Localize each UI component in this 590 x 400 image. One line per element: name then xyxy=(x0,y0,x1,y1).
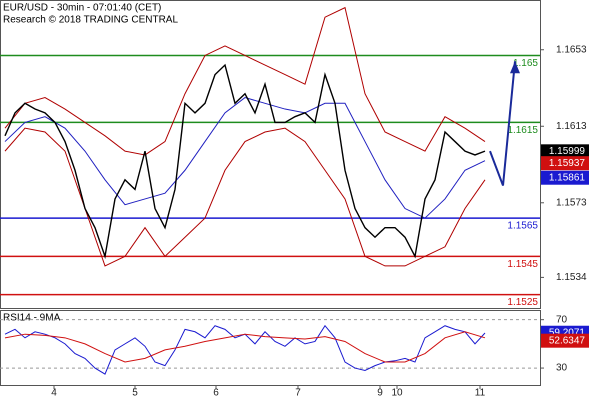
price-tag xyxy=(541,333,589,348)
price-tag-label: 1.15937 xyxy=(549,158,586,169)
chart-title: EUR/USD - 30min - 07:01:40 (CET) xyxy=(3,3,161,14)
x-tick-label: 4 xyxy=(51,388,57,399)
panel-title: RSI14 - 9MA xyxy=(3,313,61,324)
price-tag-label: 59.2071 xyxy=(549,327,586,338)
y-tick-label: 1.1613 xyxy=(556,121,587,132)
arrow-head xyxy=(510,61,520,74)
x-tick-label: 11 xyxy=(475,388,486,399)
level-label: 1.1545 xyxy=(507,259,538,270)
chart-subtitle: Research © 2018 TRADING CENTRAL xyxy=(3,15,178,26)
level-label: 1.1565 xyxy=(507,221,538,232)
y-tick-label: 1.1653 xyxy=(556,44,587,55)
y-tick-label: 70 xyxy=(556,314,568,325)
x-tick-label: 5 xyxy=(132,388,138,399)
x-tick-label: 7 xyxy=(295,388,301,399)
rsi-panel xyxy=(0,310,541,386)
price-tag-label: 1.15861 xyxy=(549,172,586,183)
x-tick-label: 9 xyxy=(377,388,383,399)
price-panel xyxy=(0,0,541,309)
x-tick-label: 10 xyxy=(391,388,403,399)
level-label: 1.1525 xyxy=(507,297,538,308)
series-line xyxy=(4,331,486,363)
price-tag-label: 1.15999 xyxy=(549,146,586,157)
x-tick-label: 6 xyxy=(213,388,219,399)
y-tick-label: 30 xyxy=(556,363,568,374)
y-tick-label: 1.1534 xyxy=(556,272,587,283)
price-tag xyxy=(541,170,589,185)
level-label: 1.165 xyxy=(513,58,538,69)
series-line xyxy=(4,63,486,260)
series-line xyxy=(4,6,486,156)
price-tag xyxy=(541,156,589,171)
y-tick-label: 1.1573 xyxy=(556,197,587,208)
level-label: 1.1615 xyxy=(507,125,538,136)
projection-arrow xyxy=(489,61,516,186)
price-tag xyxy=(541,144,589,159)
series-line xyxy=(4,97,486,219)
price-tag-label: 52.6347 xyxy=(549,335,586,346)
